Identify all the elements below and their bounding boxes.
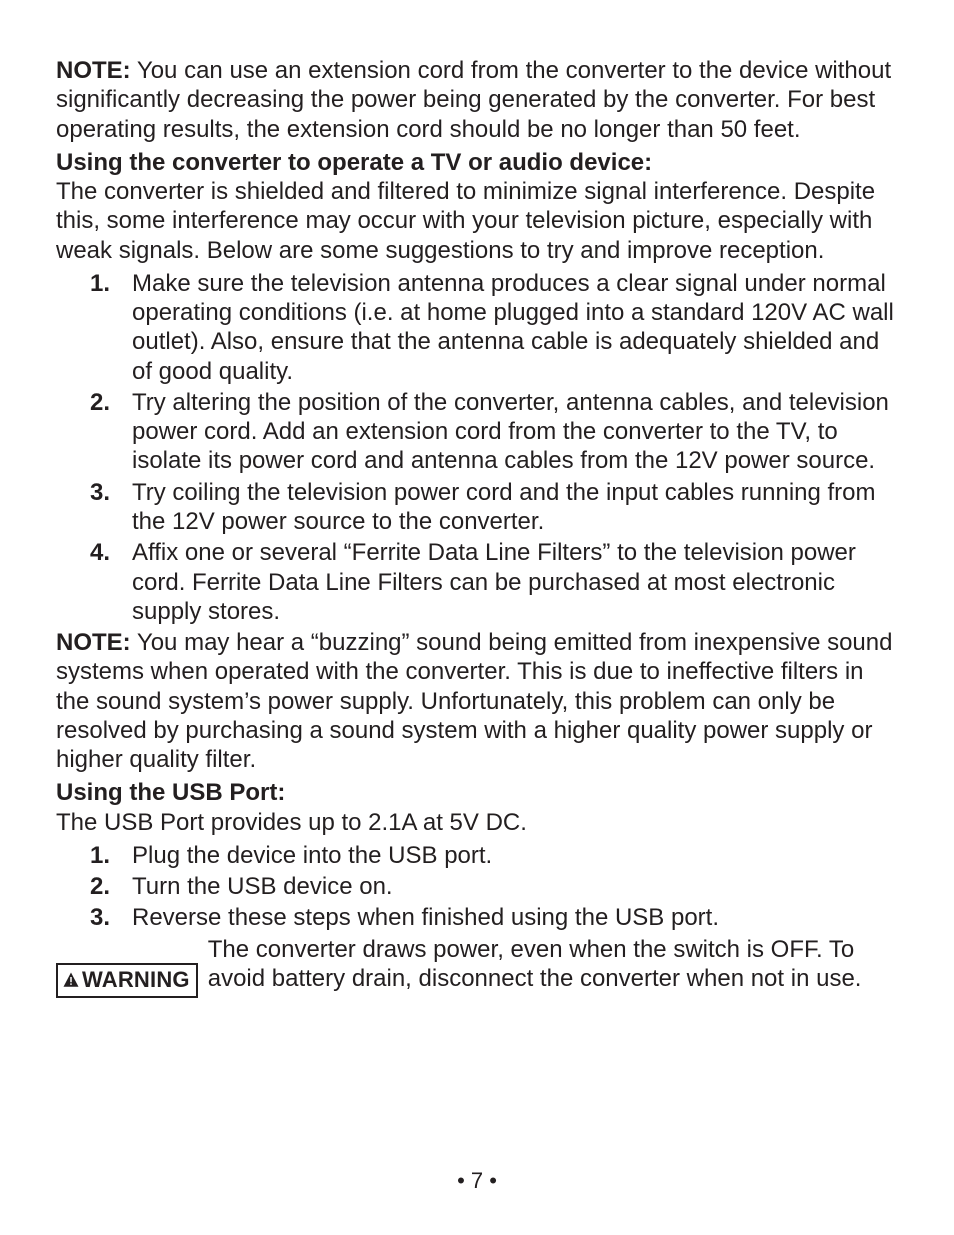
list-item: Make sure the television antenna produce…: [120, 269, 898, 386]
list-item-text: Try altering the position of the convert…: [132, 389, 889, 475]
note-paragraph-1: NOTE: You can use an extension cord from…: [56, 56, 898, 144]
manual-page: NOTE: You can use an extension cord from…: [0, 0, 954, 1235]
list-item: Reverse these steps when finished using …: [120, 903, 898, 932]
note-text: You may hear a “buzzing” sound being emi…: [56, 629, 892, 773]
warning-block: WARNING The converter draws power, even …: [56, 935, 898, 998]
list-item: Try coiling the television power cord an…: [120, 478, 898, 537]
list-item-text: Try coiling the television power cord an…: [132, 479, 876, 535]
warning-text: The converter draws power, even when the…: [208, 935, 898, 994]
note-paragraph-2: NOTE: You may hear a “buzzing” sound bei…: [56, 628, 898, 774]
tv-steps-list: Make sure the television antenna produce…: [56, 269, 898, 626]
usb-section-heading: Using the USB Port:: [56, 778, 898, 807]
usb-steps-list: Plug the device into the USB port. Turn …: [56, 841, 898, 933]
note-label: NOTE:: [56, 629, 131, 656]
warning-badge: WARNING: [56, 963, 198, 998]
list-item-text: Affix one or several “Ferrite Data Line …: [132, 539, 856, 625]
list-item-text: Turn the USB device on.: [132, 873, 393, 900]
page-footer: • 7 •: [0, 1168, 954, 1195]
tv-section-heading: Using the converter to operate a TV or a…: [56, 148, 898, 177]
list-item: Affix one or several “Ferrite Data Line …: [120, 538, 898, 626]
note-text: You can use an extension cord from the c…: [56, 57, 891, 143]
note-label: NOTE:: [56, 57, 131, 84]
list-item: Try altering the position of the convert…: [120, 388, 898, 476]
list-item: Plug the device into the USB port.: [120, 841, 898, 870]
usb-section-intro: The USB Port provides up to 2.1A at 5V D…: [56, 808, 898, 837]
warning-triangle-icon: [62, 971, 80, 989]
list-item-text: Plug the device into the USB port.: [132, 842, 492, 869]
page-number: • 7 •: [457, 1168, 497, 1193]
list-item-text: Reverse these steps when finished using …: [132, 904, 719, 931]
list-item: Turn the USB device on.: [120, 872, 898, 901]
tv-section-intro: The converter is shielded and filtered t…: [56, 177, 898, 265]
list-item-text: Make sure the television antenna produce…: [132, 270, 894, 385]
warning-label: WARNING: [82, 967, 190, 994]
